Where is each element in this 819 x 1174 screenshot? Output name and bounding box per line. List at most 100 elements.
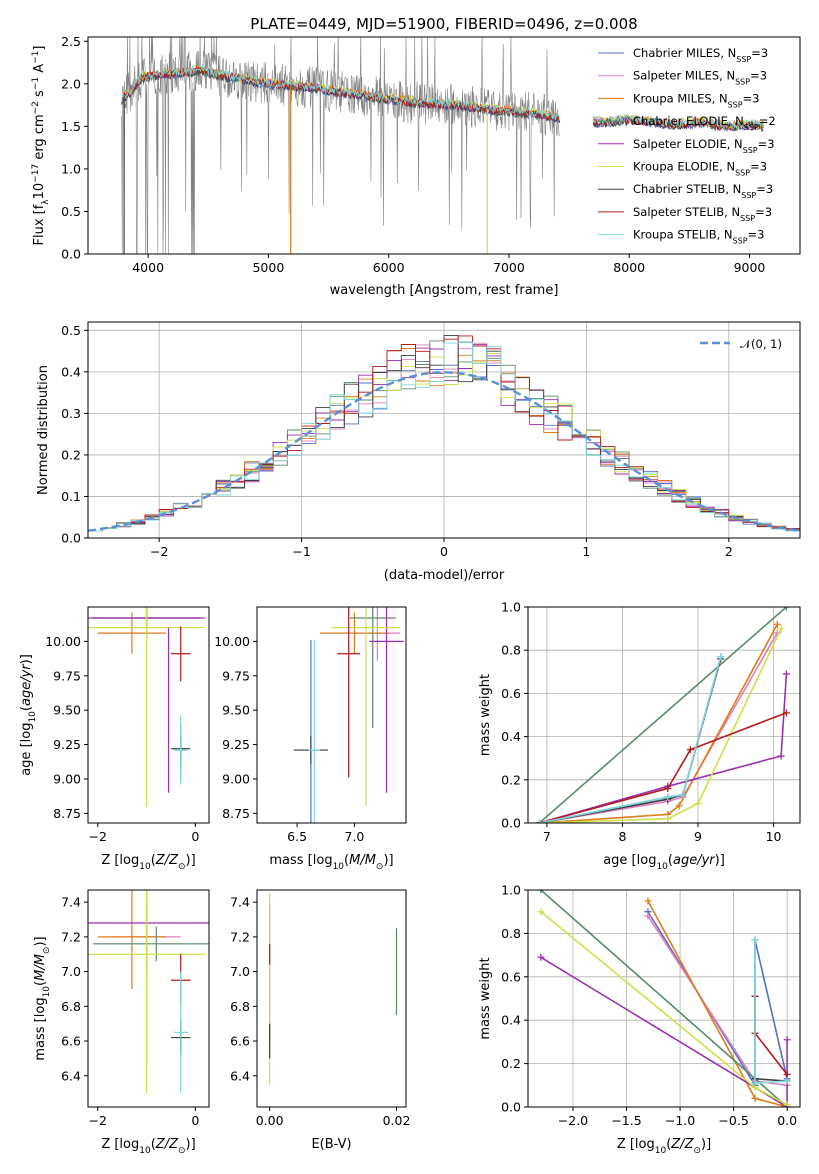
legend-label-salpeter-elodie: Salpeter ELODIE, NSSP=3 bbox=[633, 137, 775, 155]
observed-spectrum-line bbox=[121, 37, 560, 254]
series-kroupa-elodie bbox=[537, 908, 791, 1107]
mass-weight-vs-age-plot-area bbox=[528, 607, 800, 823]
x-tick-label: −2 bbox=[150, 544, 168, 559]
series-salpeter-elodie bbox=[535, 670, 790, 823]
legend-label-chabrier-stelib: Chabrier STELIB, NSSP=3 bbox=[633, 182, 773, 200]
point-kroupa-stelib bbox=[173, 971, 189, 1094]
x-tick-label: −0.5 bbox=[718, 1113, 748, 1128]
data-point-marker bbox=[664, 784, 672, 792]
normal-distribution-curve bbox=[88, 371, 800, 532]
age-vs-Z-frame bbox=[87, 606, 210, 824]
legend-label-salpeter-miles: Salpeter MILES, NSSP=3 bbox=[633, 69, 767, 87]
y-tick-label: 9.25 bbox=[53, 737, 81, 752]
point-kroupa-elodie bbox=[88, 607, 206, 807]
y-tick-label: 0.4 bbox=[501, 729, 521, 744]
y-tick-label: 0.4 bbox=[501, 1013, 521, 1028]
mass-weight-vs-Z-frame bbox=[527, 889, 801, 1108]
y-tick-label: 10.00 bbox=[45, 634, 81, 649]
panel-mass-weight-vs-age: 7 8 9 10 0.0 0.2 0.4 0.6 0.8 1.0 age [log10(age/yr… bbox=[478, 600, 801, 872]
y-tick-label: 9.75 bbox=[53, 668, 81, 683]
point-salpeter-stelib bbox=[337, 607, 361, 778]
panel-age-vs-Z: −2 0 8.75 9.00 9.25 9.50 9.75 10.00 Z [log10(Z/Z… bbox=[19, 606, 210, 872]
y-tick-label: 0.2 bbox=[501, 1056, 521, 1071]
y-axis-label: mass [log10(M/M⊙)] bbox=[33, 936, 52, 1060]
panel-mass-weight-vs-Z: −2.0 −1.5 −1.0 −0.5 0.0 0.0 0.2 0.4 0.6 0.8 1.0 Z [… bbox=[478, 883, 801, 1156]
legend-label-kroupa-elodie: Kroupa ELODIE, NSSP=3 bbox=[633, 160, 767, 178]
data-point-marker bbox=[537, 953, 545, 961]
x-tick-label: 8000 bbox=[613, 260, 645, 275]
y-tick-label: 6.4 bbox=[61, 1068, 81, 1083]
x-tick-label: 0.0 bbox=[777, 1113, 797, 1128]
x-axis-label: Z [log10(Z/Z⊙)] bbox=[101, 853, 195, 872]
point-kroupa-stelib bbox=[173, 715, 189, 785]
x-tick-label: 5000 bbox=[252, 260, 284, 275]
y-tick-label: 9.50 bbox=[53, 703, 81, 718]
data-point-marker bbox=[782, 607, 790, 611]
mass-weight-vs-Z-plot-area bbox=[528, 890, 800, 1107]
y-tick-label: 1.0 bbox=[501, 883, 521, 898]
y-tick-label: 2.5 bbox=[61, 34, 81, 49]
x-tick-label: 0 bbox=[440, 544, 448, 559]
spectrum-plot-area bbox=[121, 37, 764, 254]
y-tick-label: 6.8 bbox=[61, 999, 81, 1014]
y-tick-label: 6.6 bbox=[230, 1034, 250, 1049]
y-tick-label: 7.2 bbox=[61, 929, 81, 944]
x-axis-label: (data-model)/error bbox=[384, 568, 505, 583]
data-point-marker bbox=[773, 620, 781, 628]
data-point-marker bbox=[644, 897, 652, 905]
x-axis-label: E(B-V) bbox=[311, 1137, 351, 1152]
age-vs-mass-frame bbox=[256, 606, 407, 824]
x-tick-label: 0.02 bbox=[383, 1113, 411, 1128]
data-point-marker bbox=[783, 1036, 791, 1044]
y-tick-label: 7.0 bbox=[61, 964, 81, 979]
legend-label-kroupa-miles: Kroupa MILES, NSSP=3 bbox=[633, 91, 759, 109]
y-tick-label: 0.1 bbox=[61, 489, 81, 504]
y-tick-label: 9.75 bbox=[222, 668, 250, 683]
mass-weight-vs-age-frame bbox=[527, 606, 801, 824]
y-axis-label: age [log10(age/yr)] bbox=[19, 654, 38, 776]
age-vs-mass-plot-area bbox=[293, 607, 404, 823]
x-tick-label: 9000 bbox=[734, 260, 766, 275]
y-tick-label: 7.2 bbox=[230, 929, 250, 944]
series-line bbox=[539, 712, 787, 823]
point-salpeter-elodie bbox=[369, 607, 404, 793]
series-line bbox=[540, 890, 788, 1107]
y-tick-label: 1.5 bbox=[61, 119, 81, 134]
series-line bbox=[539, 623, 779, 823]
data-point-marker bbox=[644, 912, 652, 920]
x-tick-label: −2 bbox=[89, 1113, 107, 1128]
x-tick-label: 9 bbox=[694, 829, 702, 844]
data-point-marker bbox=[751, 1094, 759, 1102]
data-point-marker bbox=[535, 819, 543, 823]
y-tick-label: 2.0 bbox=[61, 76, 81, 91]
x-tick-label: −1.5 bbox=[611, 1113, 641, 1128]
y-tick-label: 0.5 bbox=[61, 204, 81, 219]
series-line bbox=[539, 628, 782, 823]
panel-residuals: −2 −1 0 1 2 0.0 0.1 0.2 0.3 0.4 0.5 (data-model)/er… bbox=[36, 321, 801, 583]
residuals-plot-area bbox=[88, 322, 800, 538]
y-axis-label: mass weight bbox=[478, 674, 493, 756]
y-tick-label: 1.0 bbox=[501, 600, 521, 615]
x-tick-label: 7.0 bbox=[344, 829, 364, 844]
y-tick-label: 6.4 bbox=[230, 1068, 250, 1083]
data-point-marker bbox=[751, 936, 759, 944]
y-tick-label: 9.25 bbox=[222, 737, 250, 752]
data-point-marker bbox=[717, 653, 725, 661]
x-tick-label: 0.00 bbox=[256, 1113, 284, 1128]
x-tick-label: 1 bbox=[582, 544, 590, 559]
y-tick-label: 0.5 bbox=[61, 323, 81, 338]
panel-age-vs-mass: 6.5 7.0 8.75 9.00 9.25 9.50 9.75 10.00 mass [log… bbox=[214, 606, 407, 872]
y-tick-label: 0.8 bbox=[501, 643, 521, 658]
y-tick-label: 0.4 bbox=[61, 364, 81, 379]
point-kroupa-miles bbox=[97, 890, 167, 989]
spectrum-legend: Chabrier MILES, NSSP=3 Salpeter MILES, NS… bbox=[598, 46, 776, 245]
figure-title: PLATE=0449, MJD=51900, FIBERID=0496, z=0… bbox=[250, 15, 637, 33]
x-tick-label: 7 bbox=[543, 829, 551, 844]
y-tick-label: 6.8 bbox=[230, 999, 250, 1014]
data-point-marker bbox=[783, 1101, 791, 1107]
y-tick-label: 9.00 bbox=[53, 771, 81, 786]
data-point-marker bbox=[675, 802, 683, 810]
legend-label-kroupa-stelib: Kroupa STELIB, NSSP=3 bbox=[633, 228, 764, 246]
y-tick-label: 0.0 bbox=[501, 816, 521, 831]
residual-histogram-kroupa-stelib bbox=[88, 342, 800, 538]
